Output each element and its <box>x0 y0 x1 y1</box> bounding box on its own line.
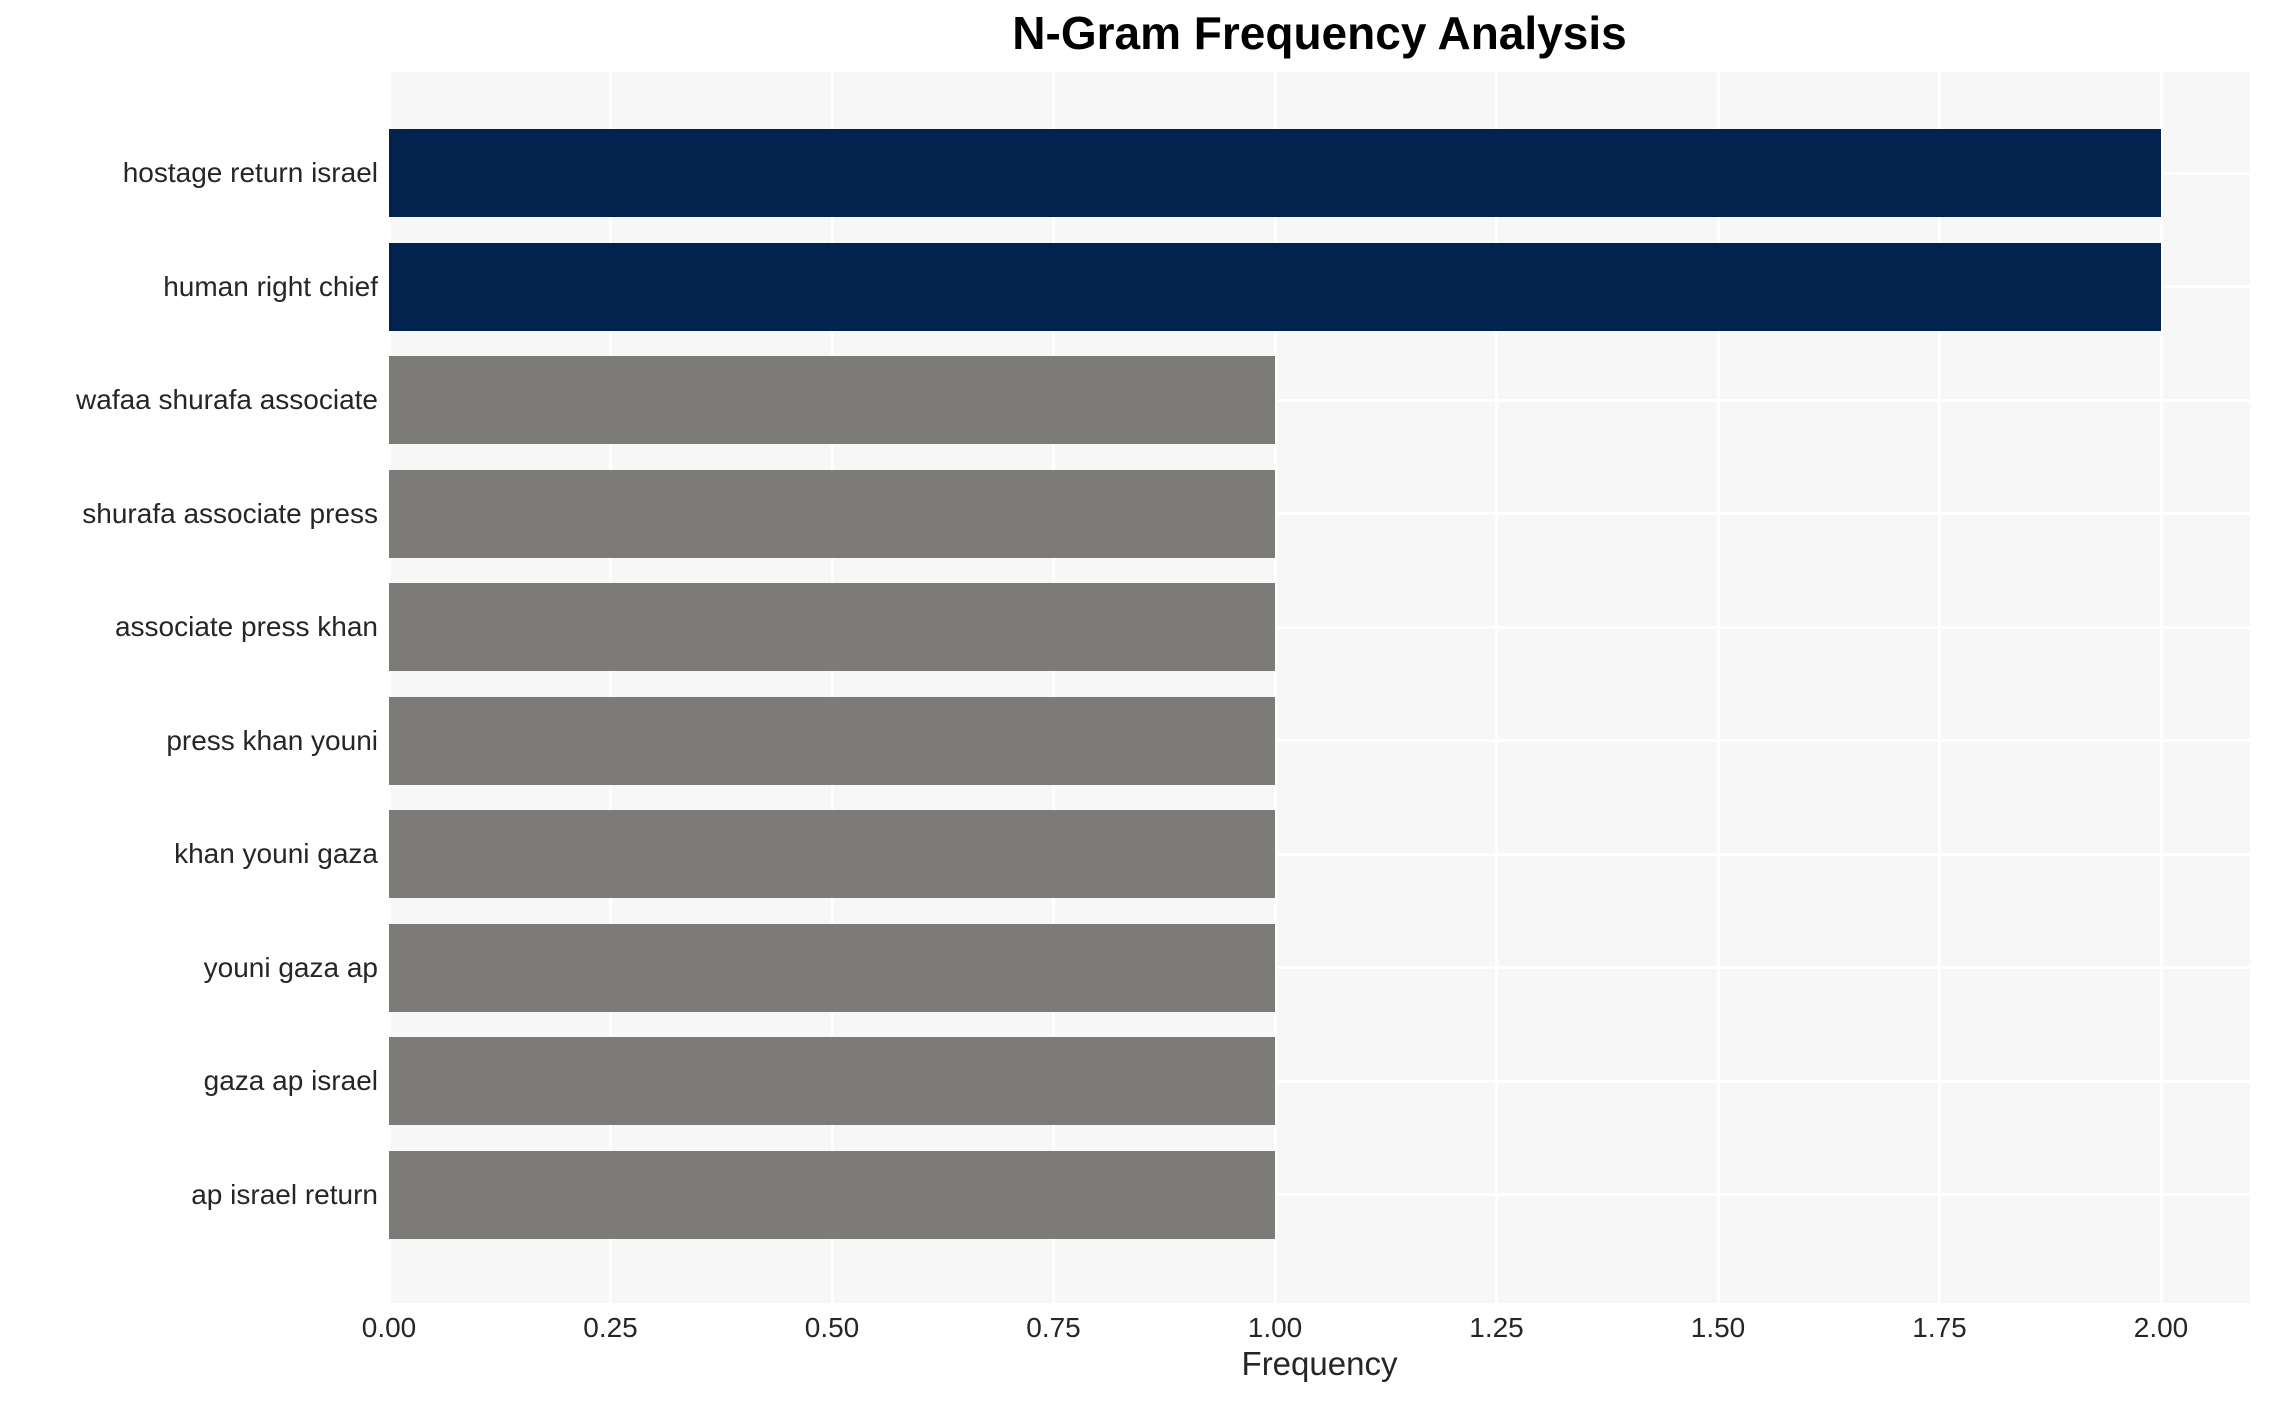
x-tick-label: 0.25 <box>583 1312 638 1343</box>
x-tick-label: 1.00 <box>1247 1312 1303 1343</box>
x-axis-label: Frequency <box>1241 1345 1398 1382</box>
y-axis-label: wafaa shurafa associate <box>76 384 378 415</box>
v-gridline <box>1495 72 1498 1303</box>
h-gridline <box>389 512 2250 515</box>
y-axis-label: khan youni gaza <box>174 838 378 869</box>
x-tick-label: 1.25 <box>1469 1312 1524 1343</box>
h-gridline <box>389 966 2250 969</box>
h-gridline <box>389 1193 2250 1196</box>
x-tick-label: 1.75 <box>1912 1312 1967 1343</box>
bar <box>389 923 1275 1012</box>
bar <box>389 129 2161 217</box>
y-axis-labels: hostage return israel human right chief wa… <box>0 72 378 1303</box>
y-axis-label: human right chief <box>163 270 378 302</box>
plot-area <box>389 72 2250 1303</box>
v-gridline <box>830 72 834 1303</box>
x-tick-label: 0.50 <box>804 1312 860 1343</box>
y-axis-label: youni gaza ap <box>203 951 378 983</box>
chart-title: N-Gram Frequency Analysis <box>1012 7 1627 59</box>
x-tick-label: 0.00 <box>361 1312 417 1343</box>
x-axis-ticks: 0.00 0.25 0.50 0.75 1.00 1.25 1.50 1.75 2.00 <box>0 1311 2269 1345</box>
bar <box>389 469 1275 558</box>
y-axis-label: associate press khan <box>114 611 378 642</box>
y-axis-label: gaza ap israel <box>203 1065 378 1096</box>
y-axis-label: press khan youni <box>166 724 378 756</box>
h-gridline <box>389 398 2250 402</box>
v-gridline <box>609 72 612 1303</box>
bar <box>389 810 1275 898</box>
v-gridline <box>1716 72 1720 1303</box>
x-tick-label: 1.50 <box>1690 1312 1746 1343</box>
bar <box>389 696 1275 785</box>
v-gridline <box>1938 72 1941 1303</box>
v-gridline <box>1052 72 1055 1303</box>
bar <box>389 583 1275 671</box>
x-tick-label: 2.00 <box>2133 1312 2189 1343</box>
h-gridline <box>389 852 2250 856</box>
h-gridline <box>389 625 2250 629</box>
h-gridline <box>389 739 2250 742</box>
bar <box>389 356 1275 444</box>
y-axis-label: hostage return israel <box>122 157 378 188</box>
bar <box>389 242 2161 331</box>
h-gridline <box>389 1079 2250 1083</box>
v-gridline <box>2159 72 2163 1303</box>
y-axis-label: ap israel return <box>191 1178 378 1210</box>
bar <box>389 1150 1275 1239</box>
y-axis-label: shurafa associate press <box>82 497 378 529</box>
v-gridline <box>389 72 391 1303</box>
bar <box>389 1037 1275 1125</box>
v-gridline <box>1273 72 1277 1303</box>
x-tick-label: 0.75 <box>1026 1312 1081 1343</box>
